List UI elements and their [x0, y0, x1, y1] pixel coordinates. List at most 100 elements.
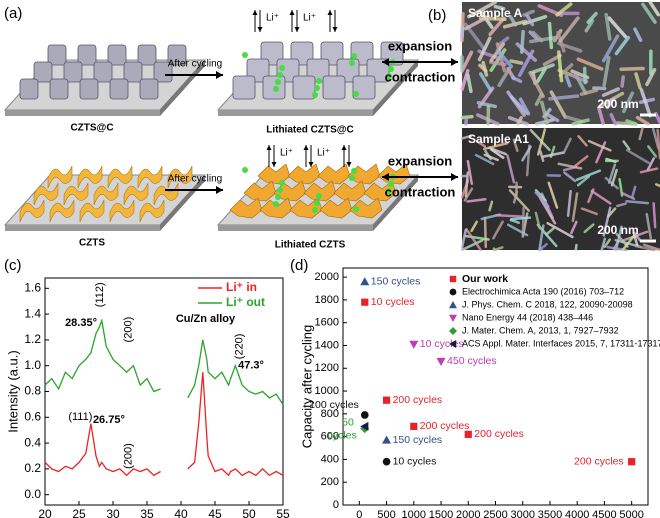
- sem-texture: [625, 200, 650, 205]
- scale-bar-label: 200 nm: [597, 223, 638, 237]
- annotation: (200): [123, 317, 135, 343]
- sem-texture: [477, 36, 492, 62]
- sem-texture: [476, 101, 497, 109]
- sem-texture: [529, 128, 551, 152]
- sem-texture: [621, 234, 636, 252]
- arrow-text: After cycling: [168, 59, 222, 70]
- y-tick-label: 1200: [315, 362, 339, 374]
- sem-texture: [603, 238, 612, 248]
- sem-texture: [601, 87, 620, 97]
- sem-texture: [547, 21, 554, 50]
- sem-texture: [470, 220, 478, 233]
- li-dot: [275, 79, 281, 85]
- li-arrow-head: [332, 27, 338, 32]
- sem-texture: [641, 2, 657, 24]
- czts-flake-lithiated: [349, 197, 383, 219]
- sem-texture: [575, 169, 602, 181]
- annotation: Cu/Zn alloy: [176, 313, 236, 325]
- xrd-line: [44, 318, 284, 405]
- legend-label: J. Mater. Chem. A, 2013, 1, 7927–7932: [462, 325, 619, 335]
- sem-texture: [493, 246, 504, 252]
- czts-c-particle: [77, 44, 97, 66]
- li-dot: [351, 53, 357, 59]
- point-label: 10 cycles: [371, 296, 415, 308]
- sem-texture: [634, 244, 656, 252]
- sem-texture: [604, 12, 612, 41]
- sem-texture: [475, 140, 487, 148]
- sem-texture: [483, 216, 488, 249]
- czts-c-particle: [123, 61, 143, 83]
- panel-label: (a): [4, 5, 22, 22]
- li-dot: [273, 86, 279, 92]
- sem-texture: [639, 167, 659, 174]
- y-axis-label: Capacity after cycling: [299, 325, 314, 449]
- li-dot: [314, 85, 320, 91]
- czts-flake: [79, 199, 105, 223]
- sample-label: Sample A: [468, 6, 523, 20]
- czts-flake: [77, 165, 103, 189]
- li-label: Li⁺: [317, 148, 330, 159]
- sem-texture: [614, 35, 631, 56]
- sem-texture: [602, 206, 612, 237]
- arrow-text: After cycling: [168, 174, 222, 185]
- point-label: 10 cycles: [420, 338, 464, 350]
- marker: [449, 340, 457, 348]
- czts-c-particle: [153, 61, 173, 83]
- li-arrow-head: [346, 162, 352, 167]
- czts-flake-lithiated: [317, 163, 351, 185]
- marker: [449, 314, 457, 322]
- czts-flake: [123, 182, 149, 206]
- czts-c-particle: [79, 78, 99, 100]
- scale-bar-label: 200 nm: [597, 97, 638, 111]
- marker: [360, 421, 369, 431]
- li-dot: [351, 168, 357, 174]
- sem-texture: [655, 183, 660, 188]
- sem-texture: [605, 97, 615, 110]
- li-label: Li⁺: [280, 148, 293, 159]
- sem-texture: [597, 106, 605, 126]
- sem-texture: [621, 191, 636, 201]
- li-dot: [242, 52, 248, 58]
- sem-texture: [645, 212, 652, 240]
- li-dot: [353, 91, 359, 97]
- y-tick-label: 800: [321, 408, 339, 420]
- sem-texture: [490, 148, 505, 159]
- legend-label: Electrochimica Acta 190 (2016) 703–712: [462, 286, 624, 296]
- annotation: 28.35°: [65, 317, 97, 329]
- expansion-arrow-head: [451, 173, 458, 181]
- sem-texture: [528, 70, 545, 99]
- x-tick-label: 45: [208, 507, 222, 518]
- sem-texture: [510, 216, 532, 221]
- sem-texture: [595, 141, 607, 164]
- plot-frame: [44, 277, 284, 506]
- li-arrow-head: [327, 10, 333, 15]
- czts-flake: [63, 182, 89, 206]
- li-dot: [316, 193, 322, 199]
- legend-label: Our work: [462, 273, 508, 285]
- point-label: 450 cycles: [447, 355, 497, 367]
- czts-flake-lithiated: [243, 180, 277, 202]
- marker: [410, 422, 418, 430]
- x-tick-label: 1500: [429, 509, 453, 518]
- czts-flake-lithiated: [303, 180, 337, 202]
- sem-texture: [497, 66, 512, 88]
- sem-texture: [547, 181, 559, 209]
- czts-flake: [47, 165, 73, 189]
- sem-texture: [460, 239, 484, 252]
- x-tick-label: 40: [174, 507, 188, 518]
- sem-texture: [631, 185, 637, 198]
- sem-texture: [635, 115, 650, 126]
- sem-texture: [522, 14, 548, 26]
- czts-flake: [33, 182, 59, 206]
- sem-texture: [460, 69, 470, 92]
- x-tick-label: 4000: [565, 509, 589, 518]
- y-tick-label: 2000: [315, 271, 339, 283]
- li-dot: [277, 72, 283, 78]
- xrd-line: [44, 372, 284, 477]
- sem-texture: [557, 162, 583, 170]
- czts-c-particle: [63, 61, 83, 83]
- x-tick-label: 50: [242, 507, 256, 518]
- sem-texture: [557, 50, 564, 83]
- czts-c-particle: [19, 78, 39, 100]
- li-dot: [388, 66, 394, 72]
